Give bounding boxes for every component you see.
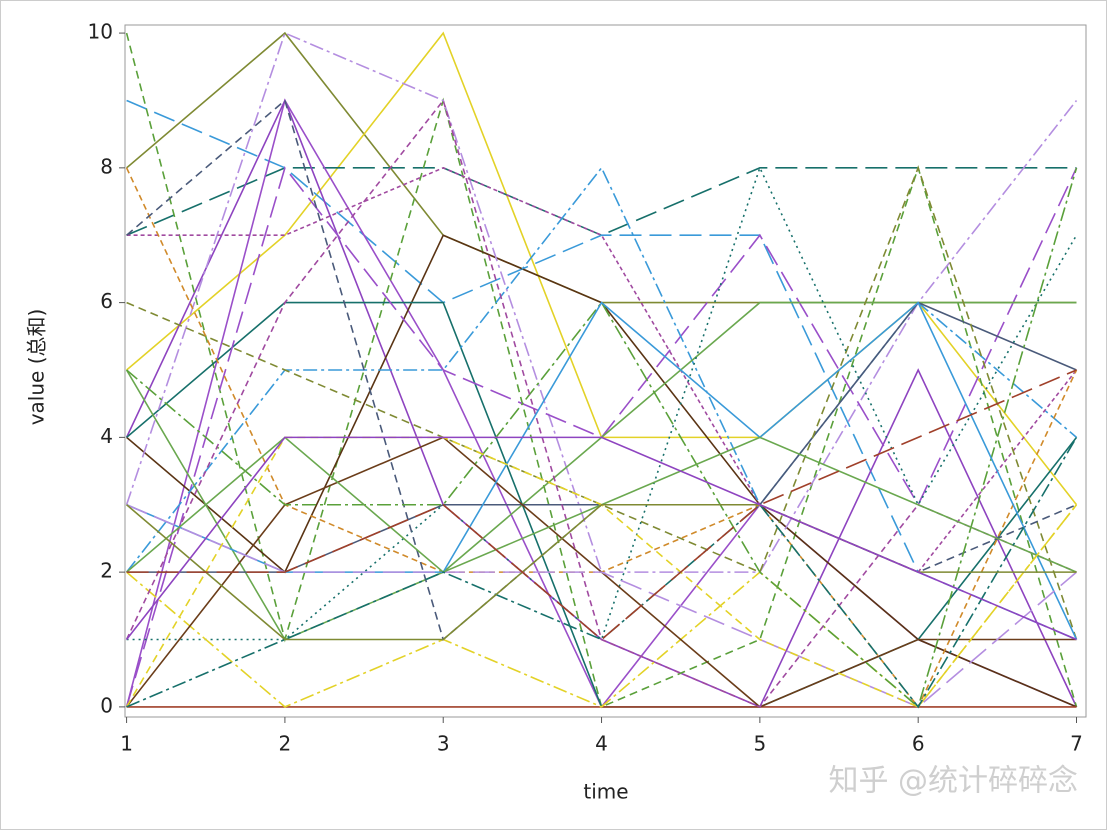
x-tick-label: 3 (437, 732, 450, 756)
y-tick-label: 2 (100, 559, 113, 583)
series-line (126, 165, 1078, 640)
watermark: 知乎 @统计碎碎念 (828, 764, 1078, 799)
y-tick-label: 0 (100, 693, 113, 717)
plot-frame (124, 24, 1087, 718)
series-line (125, 436, 1077, 641)
series-line (126, 504, 1078, 709)
series-line (126, 504, 1078, 708)
series-line (126, 369, 1077, 641)
x-tick-label: 2 (279, 732, 292, 756)
y-tick-label: 6 (100, 289, 113, 313)
x-tick-label: 1 (120, 732, 133, 756)
y-tick-label: 4 (100, 424, 113, 448)
y-axis-label: value (总和) (25, 309, 49, 426)
x-axis-label: time (583, 780, 628, 804)
x-tick-label: 6 (912, 732, 925, 756)
x-tick-label: 4 (595, 732, 608, 756)
series-line (126, 436, 1078, 709)
x-tick-label: 5 (753, 732, 766, 756)
x-tick-label: 7 (1070, 732, 1083, 756)
series-line (125, 98, 1077, 708)
y-tick-label: 8 (100, 154, 113, 178)
y-tick-label: 10 (88, 20, 113, 44)
